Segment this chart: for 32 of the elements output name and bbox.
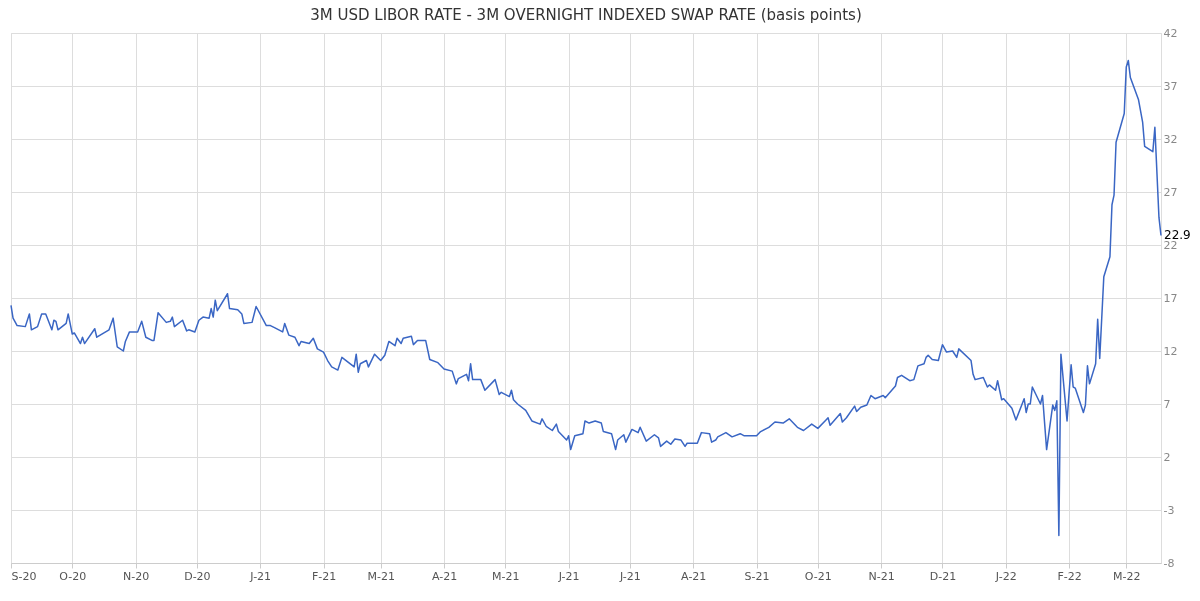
x-tick-label: M-21 (367, 569, 395, 583)
x-tick-label: M-22 (1113, 569, 1141, 583)
line-series (10, 59, 1162, 537)
y-tick-label: -3 (1163, 503, 1175, 517)
y-tick-label: 32 (1163, 132, 1178, 146)
x-tick-label: O-20 (59, 569, 87, 583)
x-tick-label: A-21 (431, 569, 458, 583)
x-tick-label: N-20 (123, 569, 150, 583)
y-tick-label: 42 (1163, 26, 1178, 40)
y-tick-label: 12 (1163, 344, 1178, 358)
x-tick-label: N-21 (868, 569, 895, 583)
x-tick-label: J-21 (619, 569, 641, 583)
y-tick-label: 2 (1163, 450, 1171, 464)
x-tick-label: J-22 (994, 569, 1017, 583)
x-tick-label: F-22 (1057, 569, 1082, 583)
x-tick-label: S-20 (11, 569, 37, 583)
chart-title: 3M USD LIBOR RATE - 3M OVERNIGHT INDEXED SWAP RATE (basis points) (310, 6, 862, 24)
y-tick-label: 7 (1163, 397, 1171, 411)
x-tick-label: D-20 (184, 569, 211, 583)
x-tick-label: M-21 (492, 569, 520, 583)
x-tick-label: F-21 (311, 569, 337, 583)
y-tick-label: -8 (1163, 556, 1175, 570)
x-tick-label: J-21 (249, 569, 272, 583)
x-tick-label: S-21 (744, 569, 770, 583)
y-tick-label: 27 (1163, 185, 1178, 199)
x-tick-label: J-21 (557, 569, 580, 583)
y-tick-label: 22 (1163, 238, 1178, 252)
y-tick-label: 17 (1163, 291, 1178, 305)
x-tick-label: O-21 (804, 569, 832, 583)
y-tick-label: 37 (1163, 79, 1178, 93)
x-tick-label: A-21 (681, 569, 707, 583)
x-tick-label: D-21 (929, 569, 957, 583)
